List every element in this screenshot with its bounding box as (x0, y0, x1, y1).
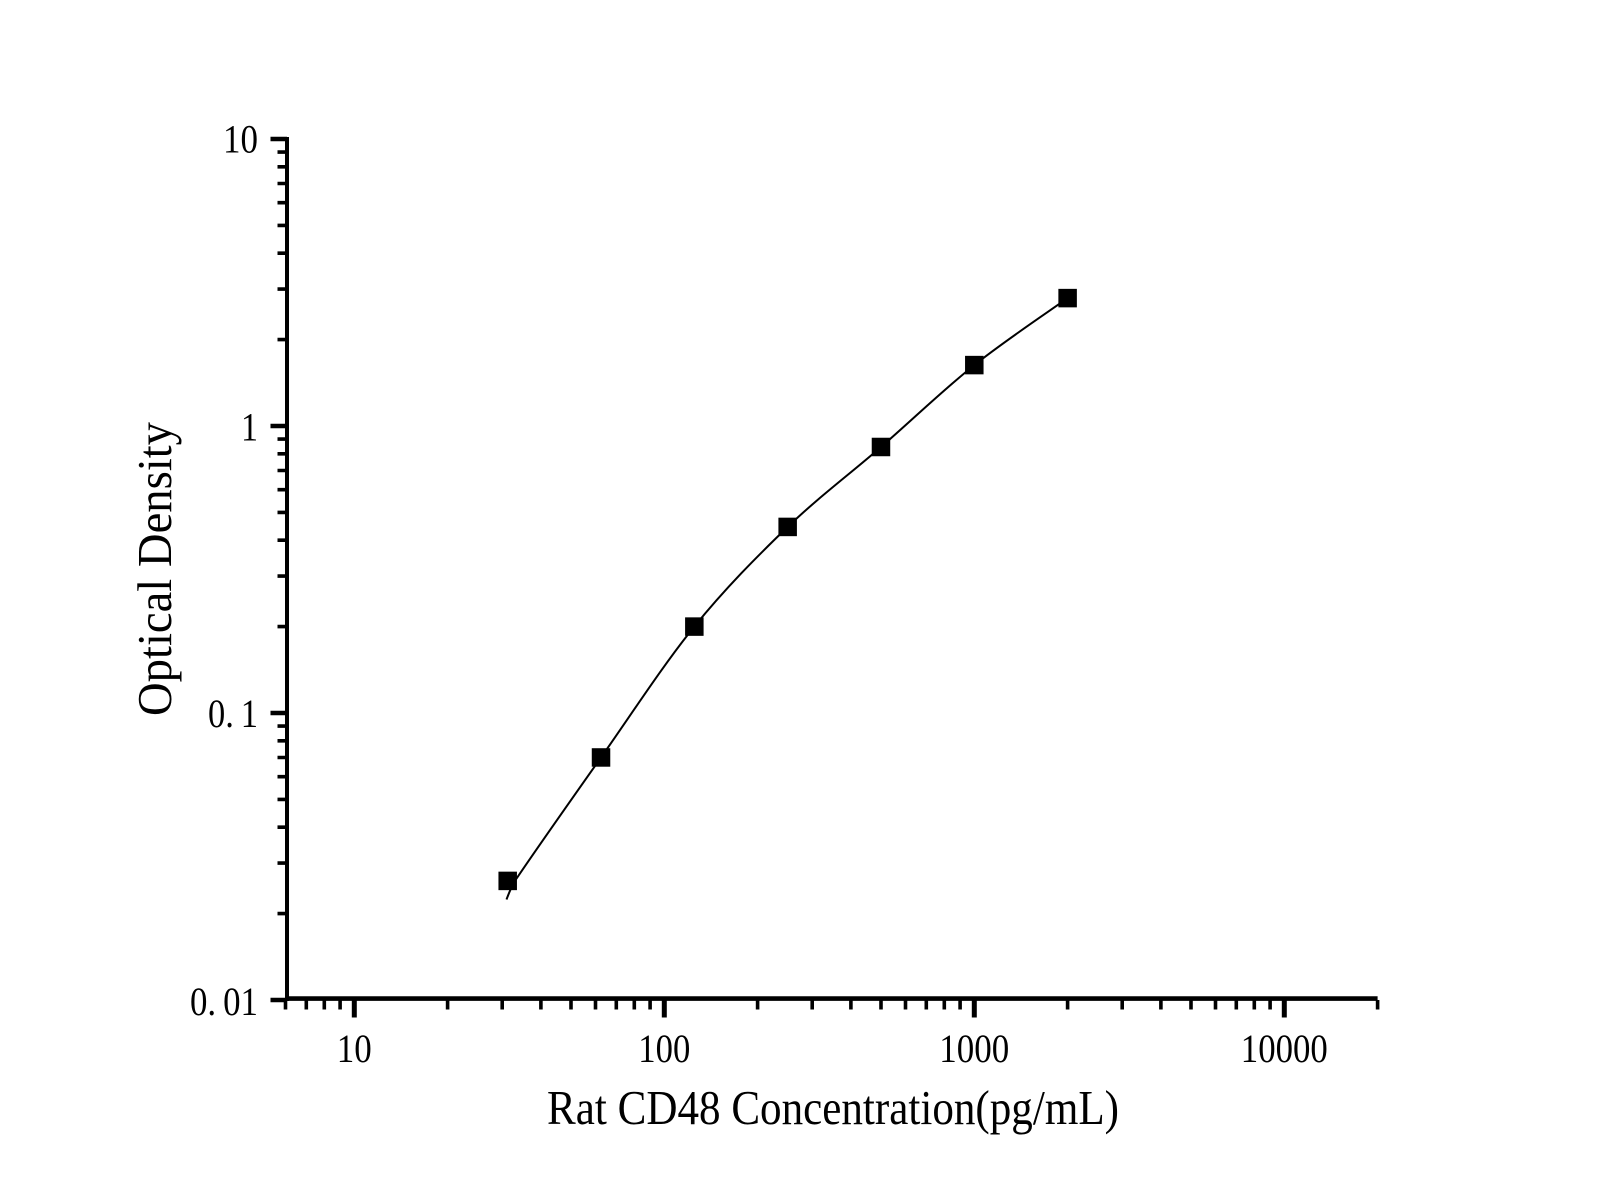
svg-text:10: 10 (337, 1026, 372, 1071)
svg-text:10000: 10000 (1241, 1026, 1328, 1071)
svg-text:0. 01: 0. 01 (190, 979, 258, 1024)
svg-text:100: 100 (638, 1026, 690, 1071)
svg-text:Optical Density: Optical Density (129, 421, 182, 716)
svg-text:Rat CD48 Concentration(pg/mL): Rat CD48 Concentration(pg/mL) (547, 1082, 1119, 1135)
svg-text:1000: 1000 (939, 1026, 1009, 1071)
svg-text:10: 10 (223, 117, 258, 162)
svg-text:1: 1 (241, 405, 258, 450)
svg-text:0. 1: 0. 1 (208, 691, 258, 736)
